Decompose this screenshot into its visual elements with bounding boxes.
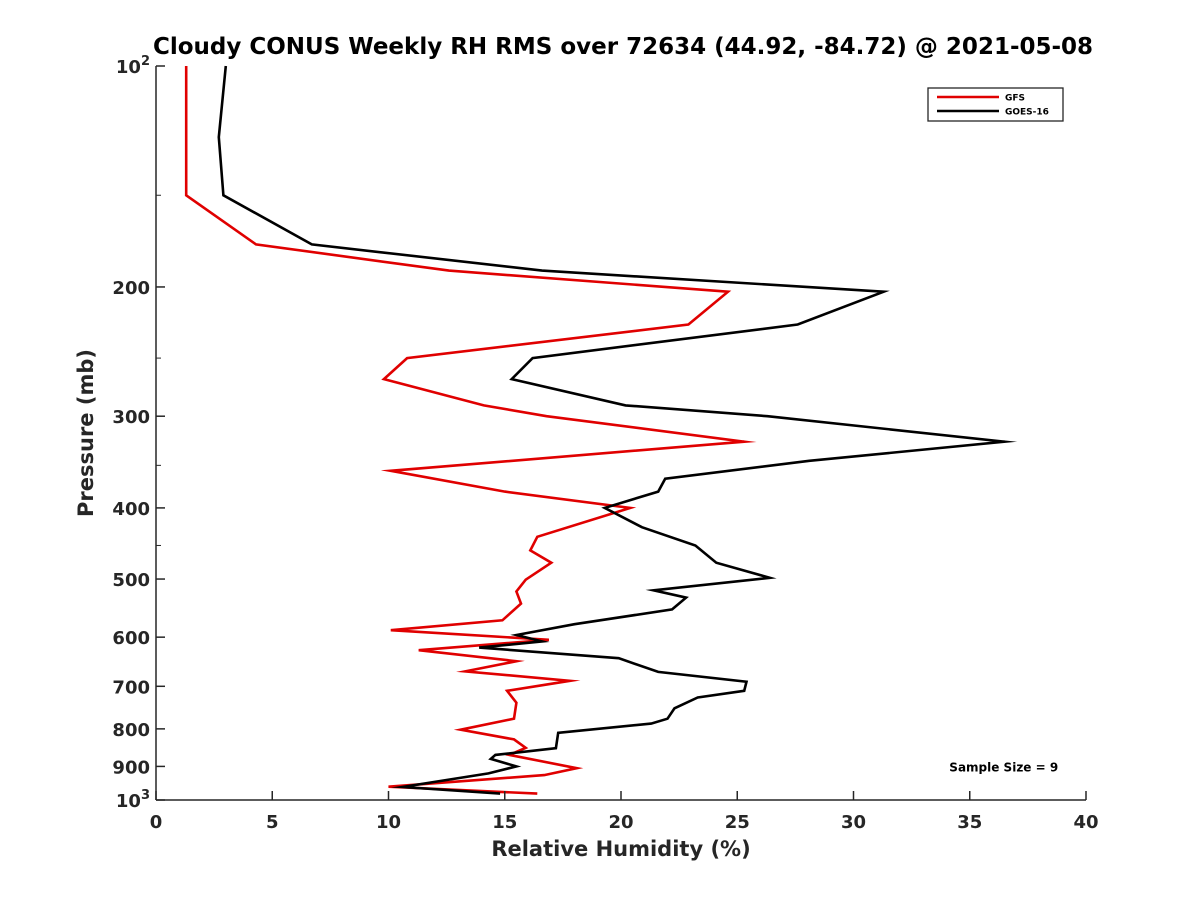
x-tick-label: 40	[1073, 812, 1098, 833]
x-tick-label: 25	[725, 812, 750, 833]
y-tick-label: 900	[112, 757, 150, 778]
y-tick-label: 800	[112, 720, 150, 741]
x-tick-label: 15	[492, 812, 517, 833]
chart-title: Cloudy CONUS Weekly RH RMS over 72634 (4…	[153, 34, 1093, 60]
series-line-goes-16	[217, 65, 1018, 795]
y-tick-label: 400	[112, 499, 150, 520]
x-axis: 0 5 10 15 20 25 30 35 40	[150, 791, 1099, 833]
legend-box	[927, 87, 1064, 122]
legend-label: GFS	[1005, 94, 1025, 104]
y-tick-label: 500	[112, 570, 150, 591]
y-tick-label: 600	[112, 628, 150, 649]
x-tick-label: 35	[957, 812, 982, 833]
series-line-gfs	[184, 66, 757, 795]
plot-area	[155, 66, 1086, 801]
annotations: Sample Size = 9	[949, 760, 1058, 774]
y-tick-label: 700	[112, 677, 150, 698]
x-tick-label: 5	[266, 812, 279, 833]
y-tick-label: 200	[112, 278, 150, 299]
x-tick-label: 30	[841, 812, 866, 833]
legend-label: GOES-16	[1005, 108, 1049, 118]
legend: GFS GOES-16	[927, 87, 1064, 122]
x-tick-label: 10	[376, 812, 401, 833]
y-axis-label: Pressure (mb)	[74, 349, 98, 517]
series-layer	[184, 65, 1018, 795]
y-tick-label: 103	[116, 788, 150, 812]
y-tick-label: 102	[116, 54, 150, 78]
y-axis: 102 200 300 400 500 600 700 800 900 103	[112, 54, 165, 812]
sample-size-annotation: Sample Size = 9	[949, 760, 1058, 774]
y-tick-label: 300	[112, 407, 150, 428]
x-axis-label: Relative Humidity (%)	[491, 837, 750, 861]
x-tick-label: 20	[608, 812, 633, 833]
x-tick-label: 0	[150, 812, 163, 833]
